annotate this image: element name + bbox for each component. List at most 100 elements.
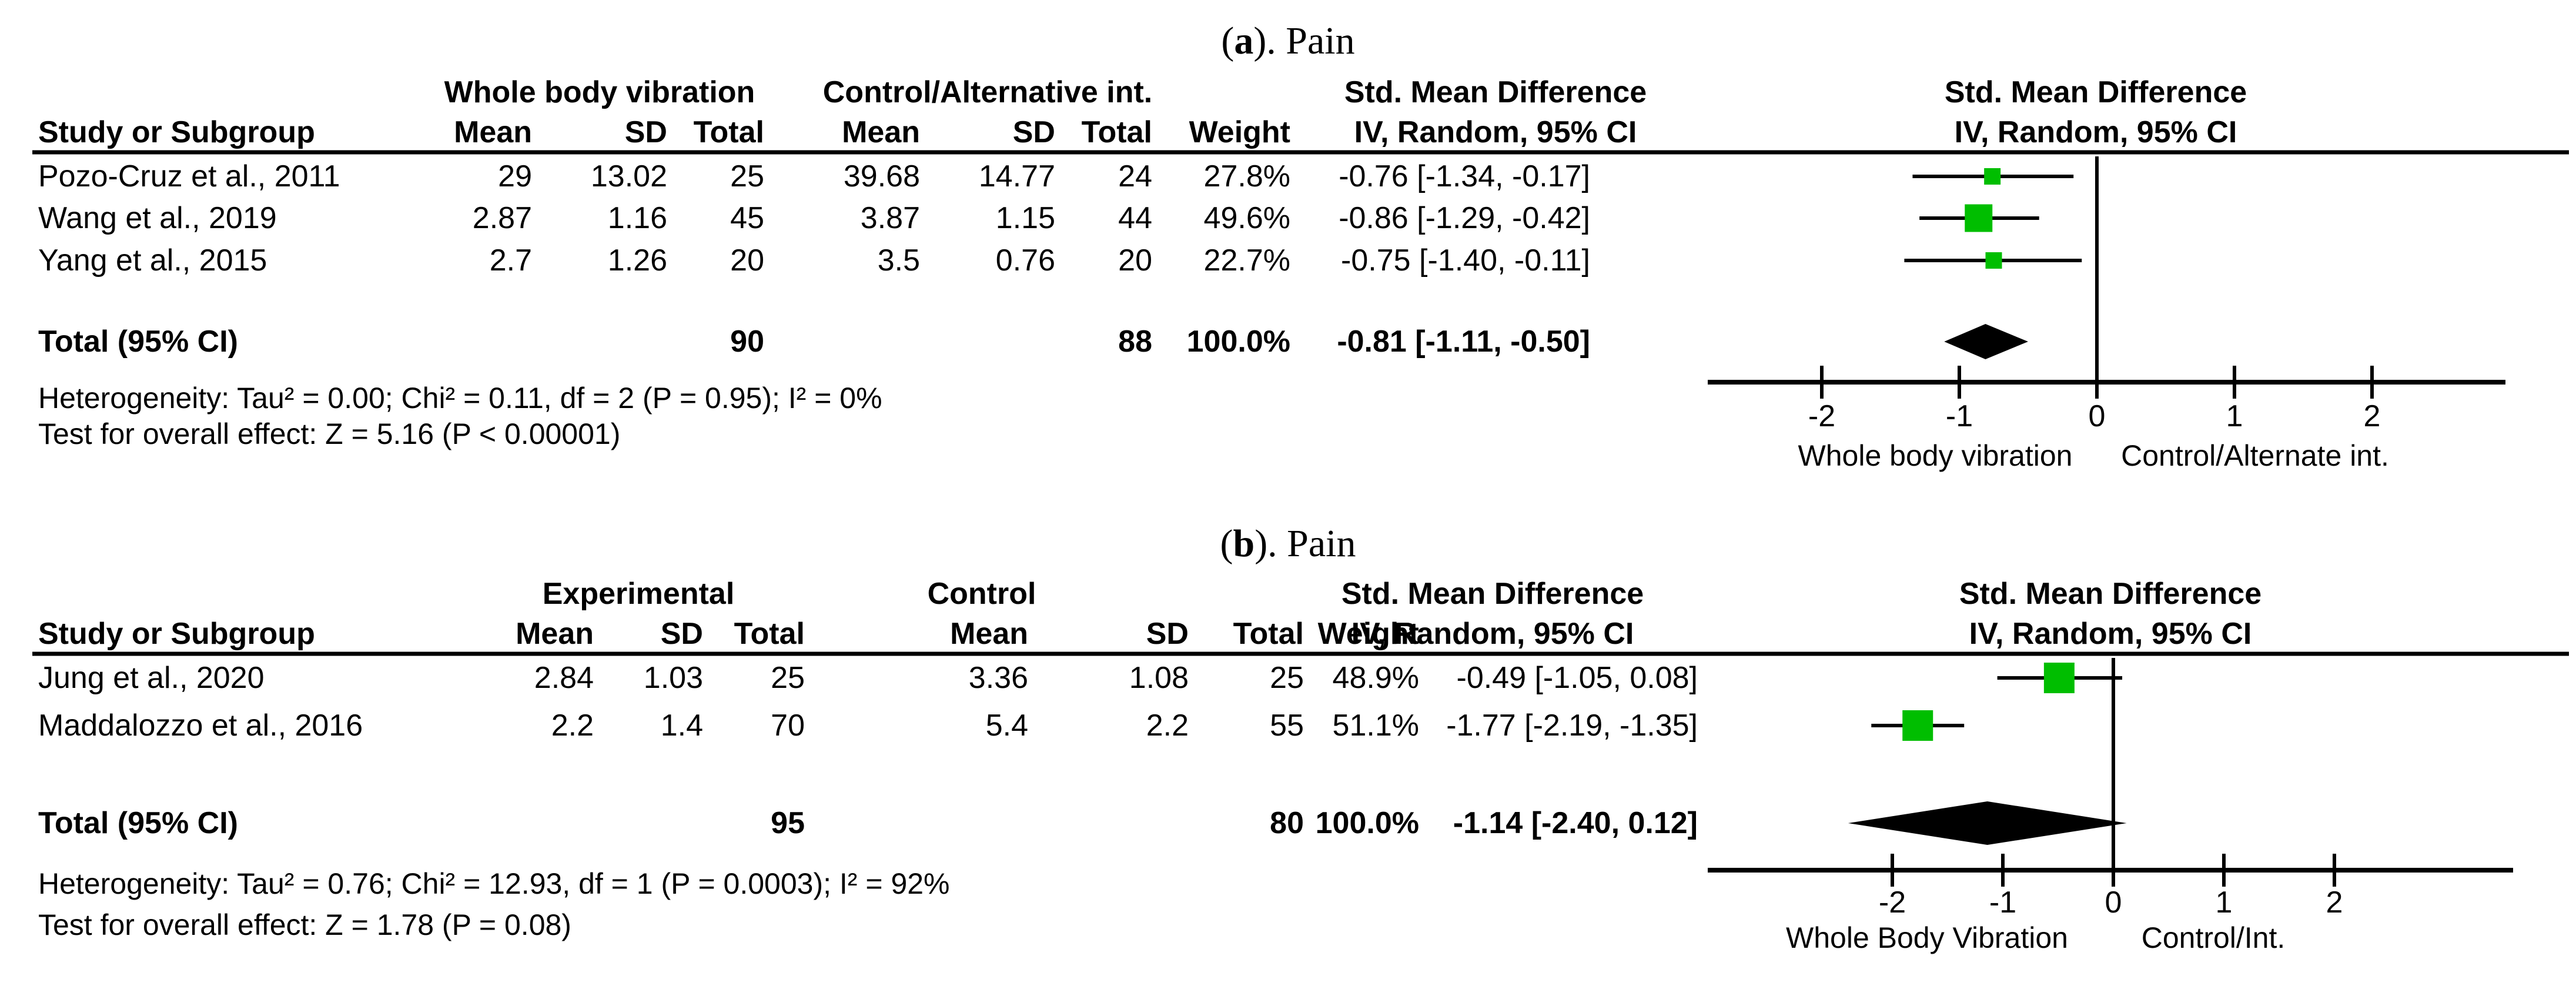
ctrl-total: 55	[1270, 708, 1304, 743]
tick-label: 1	[2226, 399, 2243, 433]
study-name: Yang et al., 2015	[38, 243, 267, 278]
ctrl-sd: 14.77	[978, 159, 1055, 193]
exp-mean: 29	[498, 159, 532, 193]
tick-label: -2	[1878, 885, 1906, 920]
col-header-ci-method-table: IV, Random, 95% CI	[1354, 115, 1637, 149]
ctrl-total: 24	[1118, 159, 1152, 193]
col-header-mean-exp: Mean	[454, 115, 532, 149]
tick-label: 2	[2326, 885, 2343, 920]
effect-square	[1985, 252, 2002, 269]
col-header-total-ctrl: Total	[1233, 617, 1304, 651]
total-ctrl-n: 80	[1270, 806, 1304, 840]
weight-value: 48.9%	[1332, 661, 1419, 695]
axis-label-right: Control/Int.	[2141, 921, 2286, 954]
ctrl-sd: 0.76	[995, 243, 1055, 278]
col-header-mean-ctrl: Mean	[950, 617, 1028, 651]
group-header-control: Control/Alternative int.	[822, 75, 1153, 109]
effect-square	[1902, 710, 1933, 741]
tick-label: 2	[2363, 399, 2381, 433]
weight-value: 51.1%	[1332, 708, 1419, 743]
group-header-smd-table: Std. Mean Difference	[1344, 75, 1647, 109]
tick-label: 0	[2105, 885, 2122, 920]
exp-mean: 2.2	[551, 708, 594, 743]
col-header-ci-method-table: IV, Random, 95% CI	[1351, 617, 1634, 651]
ctrl-mean: 3.5	[877, 243, 920, 278]
total-ci: -1.14 [-2.40, 0.12]	[1453, 806, 1698, 840]
effect-square	[1984, 168, 2001, 185]
panel-b-title-letter: b	[1233, 522, 1255, 565]
group-header-experimental: Whole body vibration	[444, 75, 755, 109]
col-header-study: Study or Subgroup	[38, 115, 315, 149]
col-header-sd-ctrl: SD	[1012, 115, 1055, 149]
axis-label-right: Control/Alternate int.	[2121, 439, 2389, 472]
ctrl-mean: 3.87	[860, 201, 920, 235]
ctrl-mean: 39.68	[843, 159, 920, 193]
group-header-smd-table: Std. Mean Difference	[1341, 577, 1644, 611]
group-header-control: Control	[927, 577, 1036, 611]
ctrl-mean: 5.4	[985, 708, 1028, 743]
weight-value: 49.6%	[1203, 201, 1290, 235]
ci-value: -0.76 [-1.34, -0.17]	[1339, 159, 1590, 193]
panel-b-title-rest: ). Pain	[1254, 522, 1356, 565]
total-weight: 100.0%	[1186, 325, 1290, 359]
col-header-total-exp: Total	[693, 115, 764, 149]
tick-label: -2	[1808, 399, 1836, 433]
overall-effect-text: Test for overall effect: Z = 1.78 (P = 0…	[38, 908, 571, 941]
col-header-mean-ctrl: Mean	[842, 115, 920, 149]
exp-total: 45	[730, 201, 764, 235]
exp-mean: 2.87	[472, 201, 532, 235]
ci-value: -0.75 [-1.40, -0.11]	[1341, 243, 1590, 278]
heterogeneity-text: Heterogeneity: Tau² = 0.76; Chi² = 12.93…	[38, 867, 950, 900]
group-header-smd-plot: Std. Mean Difference	[1944, 75, 2247, 109]
col-header-mean-exp: Mean	[516, 617, 594, 651]
group-header-experimental: Experimental	[542, 577, 735, 611]
exp-sd: 1.4	[660, 708, 703, 743]
tick-label: -1	[1989, 885, 2017, 920]
col-header-ci-method-plot: IV, Random, 95% CI	[1969, 617, 2252, 651]
total-ci: -0.81 [-1.11, -0.50]	[1337, 325, 1590, 359]
ctrl-total: 44	[1118, 201, 1152, 235]
exp-mean: 2.84	[534, 661, 594, 695]
total-ctrl-n: 88	[1118, 325, 1152, 359]
weight-value: 27.8%	[1203, 159, 1290, 193]
exp-sd: 1.26	[607, 243, 667, 278]
tick-label: 1	[2215, 885, 2233, 920]
col-header-total-exp: Total	[734, 617, 805, 651]
exp-total: 70	[771, 708, 805, 743]
group-header-smd-plot: Std. Mean Difference	[1959, 577, 2262, 611]
axis-label-left: Whole body vibration	[1798, 439, 2073, 472]
col-header-sd-ctrl: SD	[1146, 617, 1189, 651]
total-label: Total (95% CI)	[38, 806, 238, 840]
total-label: Total (95% CI)	[38, 325, 238, 359]
panel-a-title-letter: a	[1234, 19, 1254, 62]
col-header-sd-exp: SD	[660, 617, 703, 651]
col-header-total-ctrl: Total	[1081, 115, 1152, 149]
ctrl-total: 20	[1118, 243, 1152, 278]
heterogeneity-text: Heterogeneity: Tau² = 0.00; Chi² = 0.11,…	[38, 382, 882, 415]
exp-total: 25	[771, 661, 805, 695]
overall-effect-text: Test for overall effect: Z = 5.16 (P < 0…	[38, 417, 621, 450]
tick-label: 0	[2088, 399, 2106, 433]
ci-value: -0.86 [-1.29, -0.42]	[1339, 201, 1590, 235]
exp-sd: 1.16	[607, 201, 667, 235]
total-exp-n: 95	[771, 806, 805, 840]
col-header-sd-exp: SD	[624, 115, 667, 149]
ctrl-sd: 1.08	[1129, 661, 1189, 695]
summary-diamond	[1944, 324, 2028, 359]
exp-total: 20	[730, 243, 764, 278]
exp-mean: 2.7	[489, 243, 532, 278]
panel-b-title-open: (	[1220, 522, 1233, 565]
effect-square	[2043, 663, 2075, 693]
exp-sd: 1.03	[643, 661, 703, 695]
panel-a-title-rest: ). Pain	[1253, 19, 1355, 62]
study-name: Maddalozzo et al., 2016	[38, 708, 363, 743]
ctrl-total: 25	[1270, 661, 1304, 695]
weight-value: 22.7%	[1203, 243, 1290, 278]
summary-diamond	[1848, 801, 2127, 845]
panel-a-title-open: (	[1221, 19, 1235, 62]
panel-a-title: (a). Pain	[1221, 22, 1354, 61]
axis-label-left: Whole Body Vibration	[1786, 921, 2068, 954]
effect-square	[1965, 204, 1993, 232]
study-name: Pozo-Cruz et al., 2011	[38, 159, 340, 193]
